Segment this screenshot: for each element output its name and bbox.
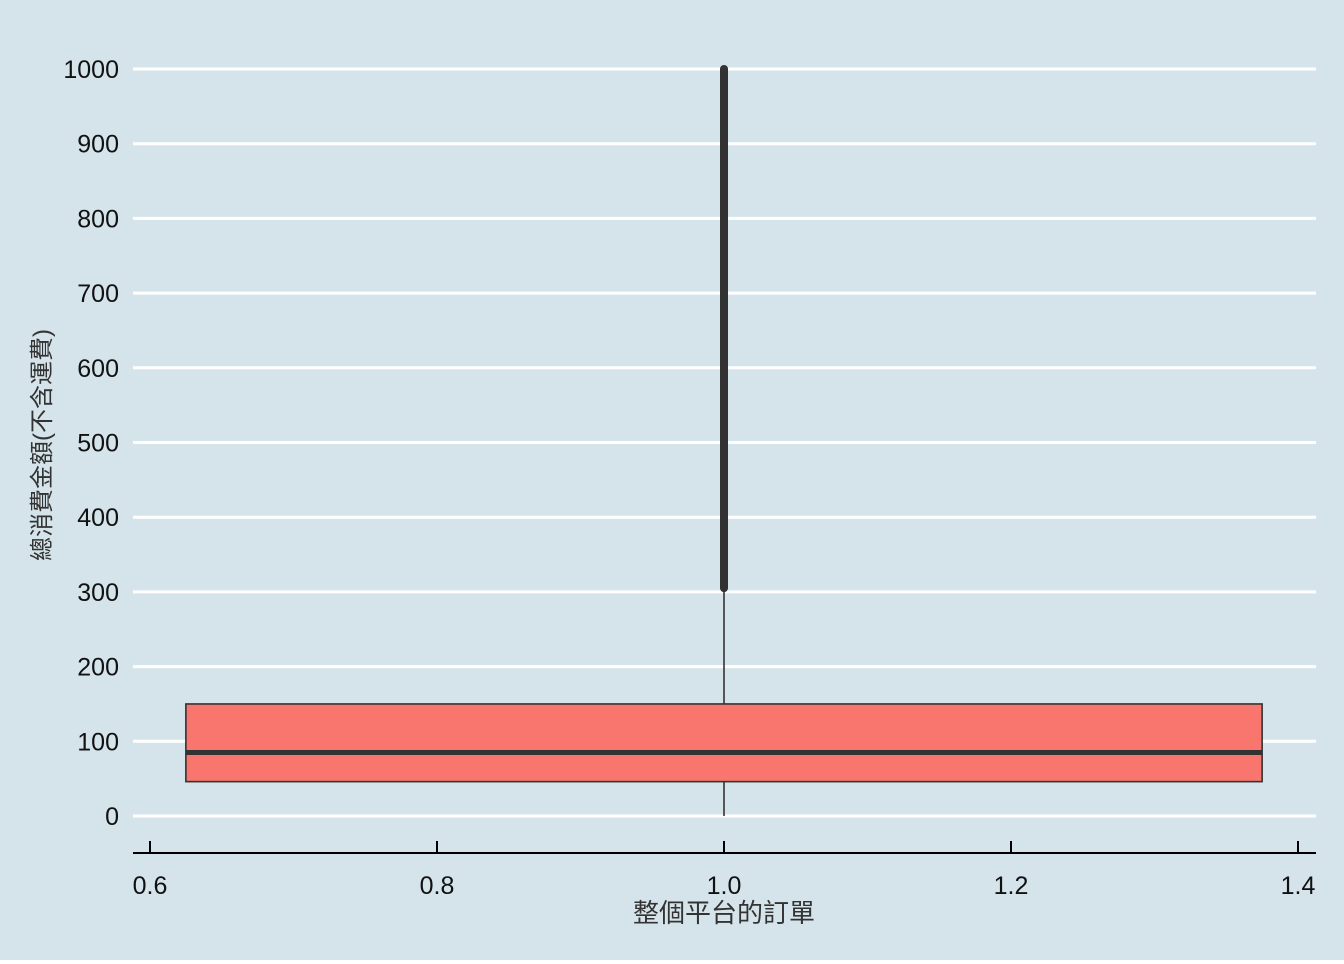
y-tick-label: 400 — [77, 504, 119, 532]
y-tick-label: 600 — [77, 355, 119, 383]
y-tick-label: 900 — [77, 131, 119, 159]
y-tick-label: 700 — [77, 280, 119, 308]
y-tick-label: 300 — [77, 579, 119, 607]
y-tick-label: 500 — [77, 430, 119, 458]
iqr-box — [185, 703, 1263, 783]
box-plot — [185, 65, 1263, 816]
y-tick-label: 1000 — [63, 56, 119, 84]
x-tick-label: 1.2 — [994, 872, 1029, 900]
outlier-point — [720, 65, 728, 73]
y-tick-label: 200 — [77, 654, 119, 682]
x-tick-label: 1.4 — [1281, 872, 1316, 900]
y-tick-labels: 0 100 200 300 400 500 600 700 800 900 1000 — [63, 56, 119, 831]
x-axis: 0.6 0.8 1.0 1.2 1.4 — [133, 841, 1316, 900]
y-tick-label: 800 — [77, 205, 119, 233]
y-axis-label: 總消費金額(不含運費) — [29, 329, 56, 561]
x-tick-label: 0.8 — [420, 872, 455, 900]
x-tick-label: 1.0 — [707, 872, 742, 900]
x-axis-label: 整個平台的訂單 — [633, 898, 815, 928]
y-tick-label: 100 — [77, 728, 119, 756]
y-tick-label: 0 — [105, 803, 119, 831]
x-tick-label: 0.6 — [133, 872, 168, 900]
